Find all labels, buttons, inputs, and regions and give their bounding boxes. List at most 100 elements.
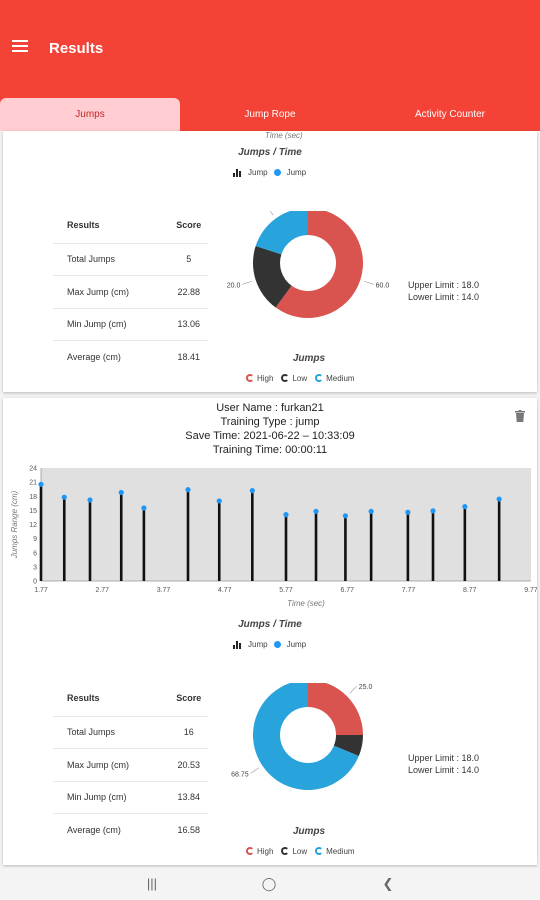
training-type: Training Type : jump (220, 416, 320, 428)
bar (463, 506, 467, 581)
row-label: Average (cm) (53, 340, 170, 373)
data-point (87, 497, 93, 503)
tab-jumps[interactable]: Jumps (0, 98, 180, 131)
slice-label: 20.0 (252, 211, 266, 212)
pie-title: Jumps (292, 826, 326, 837)
jumps-bar-chart: 0 3 6 9 12 15 18 21 24 1.77 2.77 3.77 4.77 5.77 6.77 7.… (10, 466, 537, 609)
data-point (405, 509, 411, 515)
table-row: Total Jumps 5 (53, 242, 208, 276)
chart-legend: Jump Jump (233, 168, 306, 177)
slice-label: 25.0 (359, 684, 373, 691)
low-ring-icon (281, 847, 290, 855)
x-tick-label: 2.77 (95, 587, 109, 594)
limits: Upper Limit : 18.0 Lower Limit : 14.0 (408, 752, 479, 776)
y-tick-label: 24 (29, 466, 37, 473)
slice-label: 20.0 (227, 282, 241, 289)
bar (369, 511, 373, 581)
results-table: Results Score Total Jumps 16 Max Jump (cm)… (53, 681, 208, 846)
x-tick-label: 3.77 (157, 587, 171, 594)
delete-icon[interactable] (515, 410, 525, 422)
data-point (368, 508, 374, 514)
back-icon[interactable]: ❮ (382, 876, 394, 891)
medium-ring-icon (315, 847, 324, 855)
y-tick-label: 18 (29, 494, 37, 501)
header-score: Score (176, 220, 202, 231)
menu-icon[interactable] (12, 40, 28, 56)
data-point (430, 508, 436, 514)
donut-slice-low (333, 735, 363, 757)
home-icon[interactable]: ◯ (261, 876, 277, 891)
legend-low: Low (281, 374, 307, 383)
row-label: Total Jumps (53, 242, 170, 276)
slice-label-line (364, 280, 374, 285)
legend-low: Low (281, 847, 307, 856)
bar (497, 499, 501, 581)
pie-legend: High Low Medium (246, 847, 355, 856)
result-card-1: Time (sec) Jumps / Time Jump Jump Result… (3, 131, 537, 392)
row-label: Min Jump (cm) (53, 780, 170, 814)
limits: Upper Limit : 18.0 Lower Limit : 14.0 (408, 279, 479, 303)
x-tick-label: 5.77 (279, 587, 293, 594)
results-table: Results Score Total Jumps 5 Max Jump (cm) 2… (53, 208, 208, 373)
table-row: Average (cm) 16.58 (53, 813, 208, 846)
bar-chart-icon (233, 168, 242, 177)
row-label: Total Jumps (53, 715, 170, 749)
bar-chart-icon (233, 640, 242, 649)
training-time: Training Time: 00:00:11 (212, 444, 328, 456)
recent-apps-icon[interactable]: ||| (146, 876, 158, 891)
slice-label: 68.75 (231, 771, 249, 778)
row-value: 16 (169, 715, 208, 749)
app-bar: Results Jumps Jump Rope Activity Counter (0, 0, 540, 131)
row-value: 18.41 (169, 340, 208, 373)
bar (186, 489, 190, 581)
x-tick-label: 4.77 (218, 587, 232, 594)
data-point (216, 498, 222, 504)
donut-slice-medium (253, 683, 359, 790)
bar (39, 484, 43, 581)
chart-title: Jumps / Time (238, 619, 302, 630)
app-title: Results (49, 40, 104, 57)
tab-activity-counter[interactable]: Activity Counter (414, 109, 486, 120)
y-tick-label: 6 (33, 550, 37, 557)
slice-label-line (349, 685, 358, 694)
row-label: Max Jump (cm) (53, 748, 170, 781)
high-ring-icon (246, 374, 254, 382)
y-tick-label: 3 (33, 564, 37, 571)
save-time: Save Time: 2021-06-22 – 10:33:09 (185, 430, 355, 442)
table-row: Max Jump (cm) 20.53 (53, 748, 208, 781)
data-point (38, 481, 44, 487)
slice-label-line (250, 767, 260, 774)
legend-dot-label: Jump (286, 168, 307, 177)
row-value: 16.58 (169, 813, 208, 846)
x-tick-label: 9.77 (524, 587, 537, 594)
legend-dot-label: Jump (286, 640, 307, 649)
data-point (185, 487, 191, 493)
user-name: User Name : furkan21 (216, 402, 324, 414)
legend-bar-label: Jump (248, 168, 268, 177)
table-row: Average (cm) 18.41 (53, 340, 208, 373)
bar (119, 492, 123, 581)
upper-limit: Upper Limit : 18.0 (408, 753, 480, 763)
lower-limit: Lower Limit : 14.0 (408, 292, 480, 302)
bar (344, 515, 347, 581)
donut-chart: 60.0 20.0 20.0 (227, 211, 389, 318)
y-tick-label: 12 (29, 522, 37, 529)
legend-bar-label: Jump (248, 640, 268, 649)
medium-ring-icon (315, 374, 324, 382)
data-point (283, 512, 289, 518)
tab-jump-rope[interactable]: Jump Rope (244, 109, 296, 120)
y-tick-label: 0 (33, 579, 37, 586)
data-point (496, 496, 502, 502)
legend-medium: Medium (315, 847, 355, 856)
y-axis-label: Jumps Range (cm) (10, 490, 19, 559)
high-ring-icon (246, 847, 254, 855)
bar (142, 508, 146, 581)
x-tick-label: 7.77 (402, 587, 416, 594)
x-tick-label: 8.77 (463, 587, 477, 594)
data-point (61, 494, 67, 500)
x-tick-label: 6.77 (340, 587, 354, 594)
chart-legend: Jump Jump (233, 640, 306, 649)
table-row: Min Jump (cm) 13.06 (53, 307, 208, 341)
y-tick-label: 9 (33, 536, 37, 543)
legend-dot-icon (273, 169, 281, 176)
